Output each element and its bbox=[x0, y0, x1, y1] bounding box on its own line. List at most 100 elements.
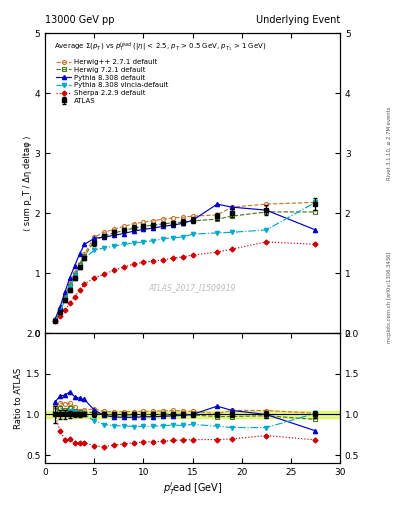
Pythia 8.308 vincia-default bbox=[215, 230, 219, 236]
Pythia 8.308 default bbox=[151, 225, 156, 231]
Pythia 8.308 default bbox=[180, 220, 185, 226]
Pythia 8.308 default bbox=[230, 204, 234, 210]
Sherpa 2.2.9 default bbox=[313, 241, 318, 247]
X-axis label: $p_T^l\!$ead [GeV]: $p_T^l\!$ead [GeV] bbox=[163, 480, 222, 497]
Sherpa 2.2.9 default bbox=[82, 281, 87, 287]
Herwig 7.2.1 default bbox=[102, 233, 107, 239]
Herwig++ 2.7.1 default bbox=[77, 261, 82, 267]
Pythia 8.308 default bbox=[77, 251, 82, 257]
Herwig++ 2.7.1 default bbox=[131, 221, 136, 227]
Herwig++ 2.7.1 default bbox=[161, 216, 165, 222]
Herwig++ 2.7.1 default bbox=[72, 270, 77, 276]
Sherpa 2.2.9 default bbox=[141, 259, 146, 265]
Pythia 8.308 vincia-default bbox=[171, 234, 175, 241]
Herwig 7.2.1 default bbox=[68, 283, 72, 289]
Pythia 8.308 default bbox=[190, 217, 195, 223]
Pythia 8.308 vincia-default bbox=[112, 243, 116, 249]
Text: Average $\Sigma(p_T)$ vs $p_T^{lead}$ ($|\eta|$ < 2.5, $p_T$ > 0.5 GeV, $p_{T_1}: Average $\Sigma(p_T)$ vs $p_T^{lead}$ ($… bbox=[54, 41, 266, 54]
Herwig++ 2.7.1 default bbox=[151, 218, 156, 224]
Sherpa 2.2.9 default bbox=[72, 294, 77, 300]
Pythia 8.308 default bbox=[62, 289, 67, 295]
Pythia 8.308 default bbox=[112, 232, 116, 239]
Pythia 8.308 default bbox=[92, 235, 97, 241]
Pythia 8.308 default bbox=[171, 222, 175, 228]
Sherpa 2.2.9 default bbox=[131, 261, 136, 267]
Pythia 8.308 default bbox=[53, 316, 57, 323]
Pythia 8.308 vincia-default bbox=[57, 309, 62, 315]
Text: Underlying Event: Underlying Event bbox=[256, 14, 340, 25]
Pythia 8.308 default bbox=[72, 263, 77, 269]
Herwig 7.2.1 default bbox=[53, 317, 57, 324]
Pythia 8.308 default bbox=[313, 227, 318, 233]
Herwig 7.2.1 default bbox=[190, 218, 195, 224]
Herwig 7.2.1 default bbox=[92, 238, 97, 244]
Herwig 7.2.1 default bbox=[180, 219, 185, 225]
Herwig++ 2.7.1 default bbox=[171, 215, 175, 221]
Herwig++ 2.7.1 default bbox=[68, 281, 72, 287]
Herwig++ 2.7.1 default bbox=[57, 306, 62, 312]
Herwig++ 2.7.1 default bbox=[190, 213, 195, 219]
Herwig 7.2.1 default bbox=[62, 295, 67, 302]
Sherpa 2.2.9 default bbox=[190, 252, 195, 258]
Herwig++ 2.7.1 default bbox=[180, 214, 185, 220]
Line: Herwig 7.2.1 default: Herwig 7.2.1 default bbox=[53, 210, 318, 323]
Pythia 8.308 default bbox=[131, 228, 136, 234]
Sherpa 2.2.9 default bbox=[215, 249, 219, 255]
Herwig 7.2.1 default bbox=[121, 227, 126, 233]
Pythia 8.308 vincia-default bbox=[121, 241, 126, 247]
Herwig++ 2.7.1 default bbox=[264, 201, 269, 207]
Herwig 7.2.1 default bbox=[141, 223, 146, 229]
Sherpa 2.2.9 default bbox=[62, 307, 67, 313]
Sherpa 2.2.9 default bbox=[112, 267, 116, 273]
Line: Sherpa 2.2.9 default: Sherpa 2.2.9 default bbox=[53, 240, 317, 323]
Pythia 8.308 vincia-default bbox=[190, 231, 195, 237]
Text: mcplots.cern.ch [arXiv:1306.3436]: mcplots.cern.ch [arXiv:1306.3436] bbox=[387, 251, 392, 343]
Herwig 7.2.1 default bbox=[171, 220, 175, 226]
Herwig 7.2.1 default bbox=[215, 216, 219, 222]
Bar bbox=[45, 411, 340, 418]
Y-axis label: Ratio to ATLAS: Ratio to ATLAS bbox=[14, 368, 23, 429]
Pythia 8.308 default bbox=[264, 207, 269, 213]
Sherpa 2.2.9 default bbox=[180, 254, 185, 260]
Herwig++ 2.7.1 default bbox=[313, 199, 318, 205]
Herwig 7.2.1 default bbox=[72, 272, 77, 279]
Text: Rivet 3.1.10, ≥ 2.7M events: Rivet 3.1.10, ≥ 2.7M events bbox=[387, 106, 392, 180]
Sherpa 2.2.9 default bbox=[102, 271, 107, 278]
Herwig 7.2.1 default bbox=[77, 262, 82, 268]
Pythia 8.308 vincia-default bbox=[141, 239, 146, 245]
Herwig++ 2.7.1 default bbox=[215, 212, 219, 218]
Text: 13000 GeV pp: 13000 GeV pp bbox=[45, 14, 115, 25]
Pythia 8.308 vincia-default bbox=[313, 199, 318, 205]
Pythia 8.308 vincia-default bbox=[72, 273, 77, 279]
Pythia 8.308 vincia-default bbox=[230, 229, 234, 236]
Pythia 8.308 vincia-default bbox=[82, 255, 87, 261]
Herwig 7.2.1 default bbox=[57, 307, 62, 313]
Pythia 8.308 vincia-default bbox=[102, 245, 107, 251]
Pythia 8.308 default bbox=[57, 304, 62, 310]
Pythia 8.308 vincia-default bbox=[53, 318, 57, 324]
Sherpa 2.2.9 default bbox=[92, 275, 97, 281]
Herwig 7.2.1 default bbox=[82, 253, 87, 260]
Sherpa 2.2.9 default bbox=[264, 239, 269, 245]
Pythia 8.308 default bbox=[82, 241, 87, 247]
Herwig++ 2.7.1 default bbox=[141, 219, 146, 225]
Sherpa 2.2.9 default bbox=[77, 287, 82, 293]
Herwig++ 2.7.1 default bbox=[62, 293, 67, 299]
Sherpa 2.2.9 default bbox=[171, 255, 175, 261]
Herwig++ 2.7.1 default bbox=[121, 223, 126, 229]
Pythia 8.308 default bbox=[141, 226, 146, 232]
Herwig 7.2.1 default bbox=[112, 230, 116, 236]
Pythia 8.308 vincia-default bbox=[131, 240, 136, 246]
Sherpa 2.2.9 default bbox=[151, 258, 156, 264]
Legend: Herwig++ 2.7.1 default, Herwig 7.2.1 default, Pythia 8.308 default, Pythia 8.308: Herwig++ 2.7.1 default, Herwig 7.2.1 def… bbox=[55, 58, 170, 105]
Pythia 8.308 vincia-default bbox=[180, 234, 185, 240]
Pythia 8.308 default bbox=[121, 230, 126, 237]
Herwig 7.2.1 default bbox=[313, 209, 318, 215]
Pythia 8.308 vincia-default bbox=[77, 264, 82, 270]
Pythia 8.308 default bbox=[102, 234, 107, 240]
Line: Pythia 8.308 default: Pythia 8.308 default bbox=[53, 202, 318, 322]
Sherpa 2.2.9 default bbox=[53, 318, 57, 324]
Pythia 8.308 vincia-default bbox=[62, 297, 67, 303]
Herwig 7.2.1 default bbox=[230, 213, 234, 219]
Pythia 8.308 vincia-default bbox=[264, 227, 269, 233]
